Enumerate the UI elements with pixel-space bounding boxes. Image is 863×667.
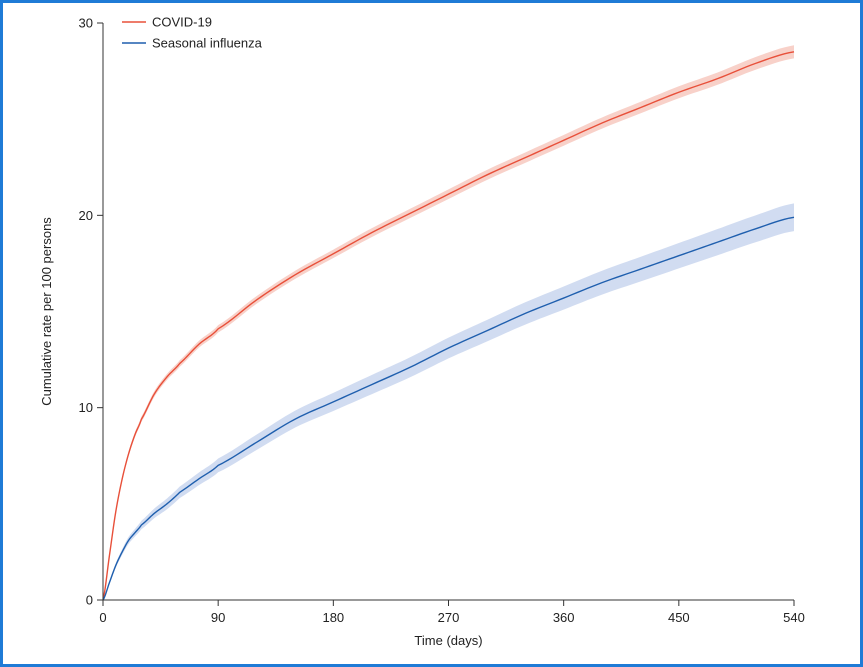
y-axis-ticks: 0 10 20 30 [79, 16, 103, 608]
confidence-bands [103, 45, 794, 601]
y-tick-label: 20 [79, 208, 93, 223]
x-axis-ticks: 0 90 180 270 360 450 540 [99, 600, 805, 625]
x-tick-label: 0 [99, 610, 106, 625]
axes [102, 23, 794, 601]
x-tick-label: 180 [322, 610, 344, 625]
x-tick-label: 360 [553, 610, 575, 625]
covid-19-confidence-band [103, 45, 794, 601]
line-chart: 0 90 180 270 360 450 540 0 10 20 30 Time (days) C… [39, 15, 805, 649]
x-tick-label: 270 [438, 610, 460, 625]
x-tick-label: 90 [211, 610, 225, 625]
x-tick-label: 540 [783, 610, 805, 625]
x-axis-label: Time (days) [414, 633, 482, 648]
x-tick-label: 450 [668, 610, 690, 625]
series-lines [102, 51, 795, 601]
y-tick-label: 10 [79, 400, 93, 415]
seasonal-influenza-line [102, 216, 795, 601]
covid-19-legend-label: COVID-19 [152, 15, 212, 30]
y-tick-label: 30 [79, 16, 93, 31]
y-axis-label: Cumulative rate per 100 persons [39, 217, 54, 406]
legend: COVID-19 Seasonal influenza [122, 15, 263, 51]
covid-19-line [102, 51, 795, 601]
seasonal-influenza-confidence-band [103, 203, 794, 600]
y-tick-label: 0 [86, 593, 93, 608]
seasonal-influenza-legend-label: Seasonal influenza [152, 36, 263, 51]
